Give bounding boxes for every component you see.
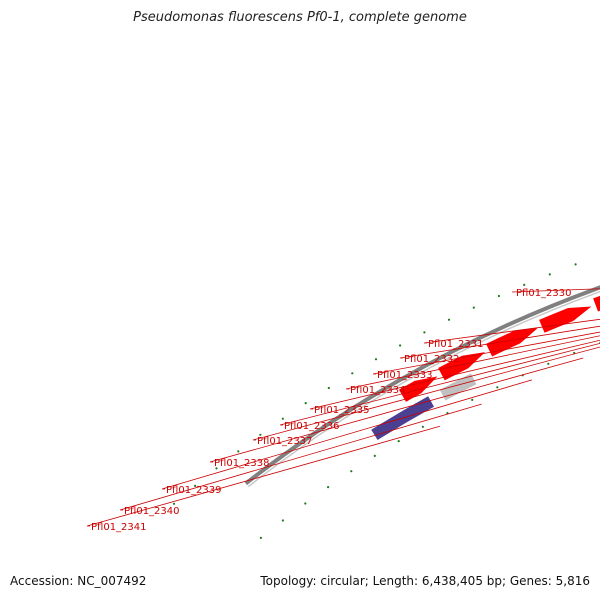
- scale-dot: [304, 402, 307, 405]
- gene-label-leader: [309, 339, 600, 410]
- gene-label: Pfl01_2341: [91, 522, 147, 533]
- gene-label-leader: [345, 335, 600, 390]
- gene-label-leader: [86, 425, 441, 527]
- scale-dot: [259, 433, 262, 436]
- gene-label-leader: [423, 318, 600, 344]
- scale-dot: [351, 372, 354, 375]
- map-title: Pseudomonas fluorescens Pf0-1, complete …: [133, 10, 467, 25]
- scale-dot: [327, 386, 330, 390]
- gene-label: Pfl01_2338: [214, 458, 270, 469]
- scale-dot: [523, 283, 526, 286]
- scale-dot: [194, 484, 197, 487]
- forward-cds-arrow: [438, 352, 486, 381]
- gene-label: Pfl01_2334: [350, 385, 406, 396]
- forward-cds-arrow: [593, 295, 600, 312]
- gene-label-leader: [279, 342, 600, 426]
- scale-dot: [374, 358, 378, 361]
- gene-label: Pfl01_2336: [284, 421, 340, 432]
- accession-text: Accession: NC_007492: [10, 574, 147, 588]
- genome-backbone-inner: [247, 290, 600, 488]
- gene-label: Pfl01_2331: [428, 339, 484, 350]
- scale-dot: [497, 294, 500, 298]
- gene-label: Pfl01_2330: [516, 288, 572, 299]
- inner-scale-dot: [304, 502, 307, 505]
- scale-dot: [281, 417, 284, 420]
- scale-dot: [399, 344, 402, 347]
- genome-backbone: [244, 285, 600, 486]
- gene-label: Pfl01_2333: [377, 370, 433, 381]
- inner-scale-dot: [471, 398, 474, 401]
- forward-cds-arrow: [539, 306, 592, 333]
- gene-label-leader: [119, 403, 482, 511]
- scale-dot: [472, 306, 475, 309]
- inner-scale-dot: [397, 440, 400, 443]
- forward-cds-arrow: [486, 328, 538, 357]
- genome-stats-text: Topology: circular; Length: 6,438,405 bp…: [260, 574, 590, 588]
- inner-scale-dot: [547, 362, 550, 365]
- gene-label: Pfl01_2339: [166, 485, 222, 496]
- inner-scale-dot: [281, 519, 284, 522]
- scale-dot: [548, 273, 551, 276]
- inner-scale-dot: [496, 386, 499, 389]
- inner-scale-dot: [259, 536, 262, 540]
- gene-label-leader: [161, 379, 533, 490]
- gene-label: Pfl01_2340: [124, 506, 180, 517]
- gene-label-leader: [399, 325, 600, 359]
- inner-scale-dot: [373, 454, 376, 457]
- gene-label: Pfl01_2335: [314, 405, 370, 416]
- scale-dot: [172, 502, 176, 505]
- scale-dot: [237, 450, 240, 453]
- gene-label-leader: [511, 288, 600, 293]
- forward-cds-arrow: [399, 376, 438, 402]
- gene-label: Pfl01_2332: [404, 354, 460, 365]
- scale-dot: [423, 331, 426, 334]
- gene-label-leader: [252, 346, 600, 441]
- misc-feature: [439, 373, 477, 401]
- inner-scale-dot: [327, 486, 330, 489]
- inner-scale-dot: [421, 425, 424, 428]
- scale-dot: [447, 318, 451, 321]
- gene-label-leader: [372, 331, 600, 375]
- gene-label-leader: [209, 357, 584, 463]
- scale-dot: [574, 263, 577, 266]
- scale-dot: [215, 467, 218, 470]
- inner-scale-dot: [350, 470, 353, 473]
